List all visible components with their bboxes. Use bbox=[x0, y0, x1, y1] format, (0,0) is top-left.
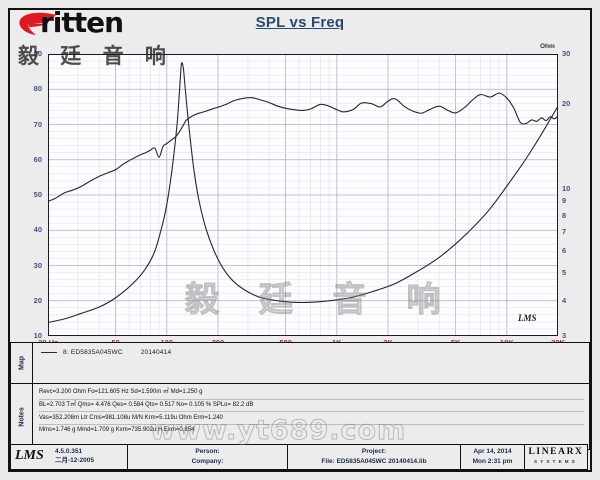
line-swatch-icon bbox=[41, 352, 57, 353]
y2-tick-label: 10 bbox=[562, 183, 571, 193]
footer-person-block: Person: Company: bbox=[128, 447, 288, 467]
y-tick-label: 80 bbox=[33, 84, 42, 94]
chart-svg bbox=[49, 55, 557, 335]
legend-item-date: 20140414 bbox=[140, 349, 172, 356]
footer-project-block: Project: File: ED5835A045WC 20140414.lib bbox=[288, 447, 460, 467]
notes-side-tab: Notes bbox=[11, 384, 33, 449]
footer-datetime-block: Apr 14, 2014 Mon 2:31 pm bbox=[461, 447, 525, 467]
footer-time: Mon 2:31 pm bbox=[472, 458, 513, 465]
footer-version-info: 4.5.0.351 二月-12-2005 bbox=[55, 447, 94, 465]
y2-tick-label: 8 bbox=[562, 210, 567, 220]
legend-item[interactable]: 8: ED5835A045WC 20140414 bbox=[41, 349, 171, 356]
map-panel: Map 8: ED5835A045WC 20140414 bbox=[10, 342, 590, 384]
map-side-label: Map bbox=[18, 356, 25, 370]
lms-logo: LMS bbox=[15, 448, 44, 463]
y-tick-label: 40 bbox=[33, 225, 42, 235]
y-tick-label: 60 bbox=[33, 154, 42, 164]
y2-tick-label: 5 bbox=[562, 268, 567, 278]
footer-build-date: 二月-12-2005 bbox=[55, 457, 95, 464]
legend-item-label: 8: ED5835A045WC bbox=[63, 349, 123, 356]
page-title: SPL vs Freq bbox=[255, 14, 345, 31]
report-document: ritten SPL vs Freq 90 80 70 60 50 40 30 20 10 30… bbox=[8, 6, 592, 472]
y2-tick-label: 6 bbox=[562, 246, 567, 256]
footer-brand-cell: LINEARX SYSTEMS bbox=[524, 444, 588, 470]
notes-line: BL=2.703 T㎡ Qms= 4.476 Qes= 0.584 Qts= 0… bbox=[39, 401, 584, 413]
red-e-swoosh-icon bbox=[19, 12, 56, 35]
y2-tick-label: 4 bbox=[562, 295, 567, 305]
notes-line: Vas=352.208m Ltr Cms=981.108u M/N Krm=5.… bbox=[39, 414, 584, 426]
linearx-brand-sub: SYSTEMS bbox=[534, 459, 578, 464]
project-label: Project: bbox=[361, 448, 387, 455]
person-label: Person: bbox=[195, 448, 220, 455]
footer-person-cell[interactable]: Person: Company: bbox=[126, 444, 289, 470]
ohm-axis-label: Ohm bbox=[540, 43, 555, 50]
y-tick-label: 90 bbox=[33, 49, 42, 58]
report-header: ritten SPL vs Freq bbox=[10, 6, 590, 39]
company-label: Company: bbox=[191, 458, 224, 465]
notes-body: Revc=3.200 Ohm Fo=121.605 Hz Sd=1.590m ㎡… bbox=[33, 384, 589, 449]
footer-project-cell[interactable]: Project: File: ED5835A045WC 20140414.lib bbox=[287, 444, 461, 470]
y2-tick-label: 20 bbox=[562, 98, 571, 108]
notes-side-label: Notes bbox=[18, 406, 25, 427]
y2-tick-label: 7 bbox=[562, 227, 567, 237]
map-body: 8: ED5835A045WC 20140414 bbox=[33, 343, 589, 383]
y2-tick-label: 3 bbox=[562, 331, 567, 340]
file-label: File: ED5835A045WC 20140414.lib bbox=[321, 458, 427, 465]
footer-datetime-cell: Apr 14, 2014 Mon 2:31 pm bbox=[459, 444, 526, 470]
footer-date: Apr 14, 2014 bbox=[473, 448, 512, 455]
report-footer: LMS 4.5.0.351 二月-12-2005 Person: Company… bbox=[10, 444, 590, 470]
notes-line: Mms=1.746 g Mmd=1.709 g Kxm=735.902u H E… bbox=[39, 427, 195, 434]
map-side-tab: Map bbox=[11, 343, 33, 383]
y2-tick-label: 30 bbox=[562, 49, 571, 58]
y-tick-label: 30 bbox=[33, 260, 42, 270]
notes-line: Revc=3.200 Ohm Fo=121.605 Hz Sd=1.590m ㎡… bbox=[39, 388, 584, 400]
lms-corner-mark: LMS bbox=[518, 313, 537, 323]
footer-version-cell: LMS 4.5.0.351 二月-12-2005 bbox=[10, 444, 128, 470]
curve-spl bbox=[49, 92, 557, 202]
grid-lines bbox=[49, 55, 557, 335]
footer-version: 4.5.0.351 bbox=[55, 448, 83, 455]
brand-logo-text: ritten bbox=[40, 6, 124, 39]
y2-tick-label: 9 bbox=[562, 196, 567, 206]
curve-impedance bbox=[49, 62, 557, 323]
data-curves bbox=[49, 62, 557, 323]
notes-panel: Notes Revc=3.200 Ohm Fo=121.605 Hz Sd=1.… bbox=[10, 383, 590, 450]
y-tick-label: 20 bbox=[33, 295, 42, 305]
y-tick-label: 10 bbox=[33, 331, 42, 340]
linearx-brand: LINEARX bbox=[528, 447, 584, 457]
y-tick-label: 50 bbox=[33, 190, 42, 199]
y-tick-label: 70 bbox=[33, 119, 42, 129]
